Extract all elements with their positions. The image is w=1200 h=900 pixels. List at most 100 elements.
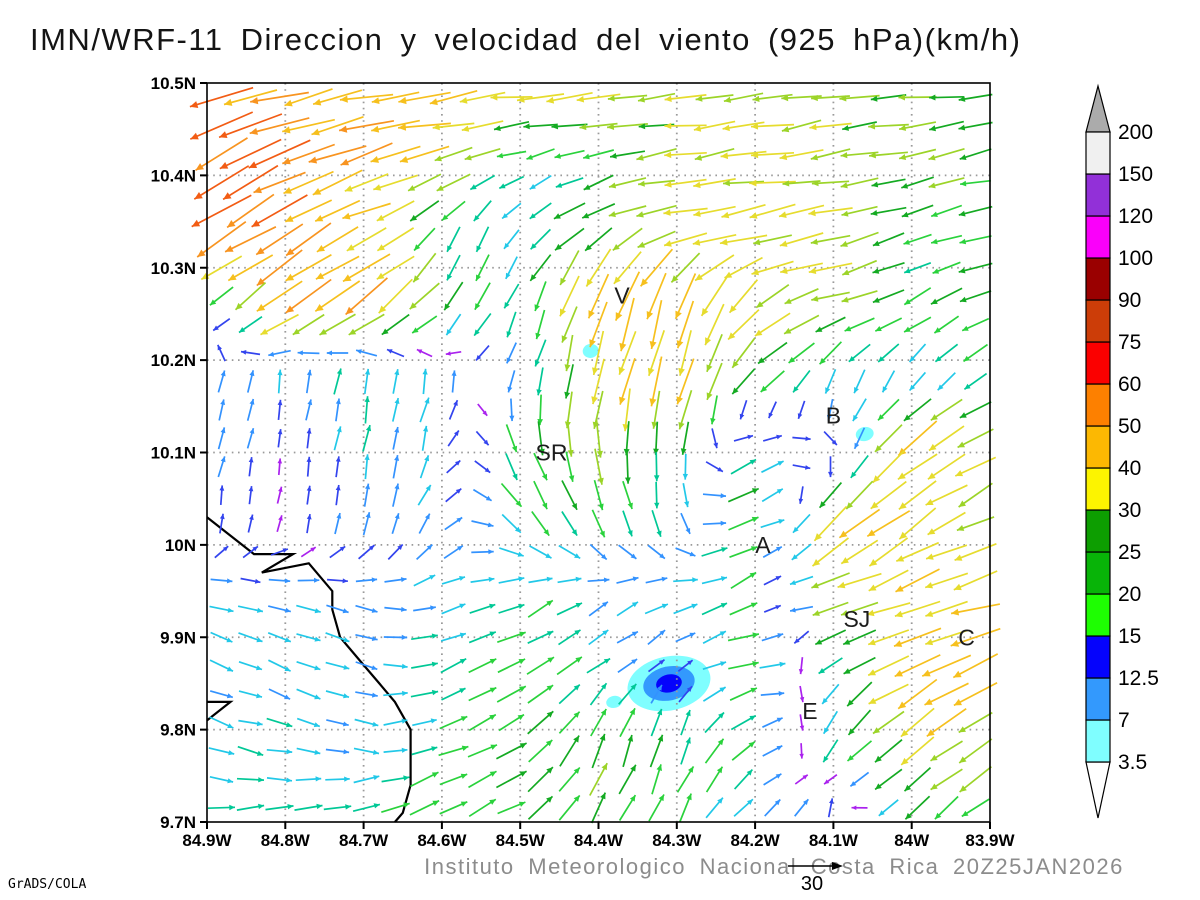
wind-arrow — [893, 627, 942, 647]
wind-arrow — [477, 403, 488, 417]
wind-arrow — [868, 123, 909, 130]
wind-arrow — [472, 488, 493, 502]
wind-arrow — [903, 233, 932, 245]
wind-arrow — [312, 89, 363, 106]
wind-arrow — [527, 630, 554, 644]
wind-arrow — [308, 145, 367, 164]
wind-arrow — [822, 710, 839, 735]
wind-arrow — [702, 661, 727, 671]
wind-arrow — [407, 173, 442, 192]
wind-arrow — [867, 655, 910, 677]
wind-arrow — [840, 231, 879, 247]
wind-arrow — [874, 424, 903, 453]
wind-arrow — [608, 177, 647, 189]
wind-arrow — [348, 313, 385, 336]
wind-arrow — [209, 286, 234, 306]
wind-arrow — [587, 577, 610, 583]
wind-arrow — [818, 482, 843, 509]
wind-arrow — [296, 633, 321, 642]
wind-arrow — [788, 342, 815, 364]
wind-arrow — [810, 148, 851, 161]
wind-arrow — [558, 544, 581, 560]
wind-arrow — [762, 745, 783, 757]
wind-arrow — [392, 369, 400, 394]
wind-arrow — [853, 369, 866, 394]
shaded-contour — [656, 674, 682, 693]
wind-arrow — [473, 312, 492, 337]
wind-arrow — [755, 284, 790, 309]
wind-arrow — [209, 690, 234, 699]
wind-arrow — [249, 117, 310, 135]
wind-arrow — [908, 371, 927, 392]
wind-arrow — [373, 174, 418, 191]
wind-arrow — [607, 94, 648, 102]
wind-arrow — [296, 660, 321, 671]
wind-arrow — [507, 370, 516, 393]
wind-arrow — [959, 766, 992, 793]
wind-arrow — [306, 428, 312, 449]
wind-arrow — [613, 251, 642, 285]
wind-arrow — [474, 460, 491, 474]
wind-arrow — [446, 254, 461, 281]
wind-arrow — [705, 797, 724, 819]
wind-arrow — [826, 398, 834, 421]
wind-arrow — [673, 603, 698, 615]
wind-arrow — [894, 600, 941, 618]
wind-arrow — [958, 262, 993, 274]
wind-arrow — [614, 271, 641, 321]
wind-arrow — [845, 480, 874, 510]
wind-arrow — [446, 226, 461, 253]
wind-arrow — [901, 176, 934, 189]
wind-arrow — [440, 658, 467, 674]
wind-arrow — [928, 425, 965, 452]
wind-arrow — [434, 146, 473, 162]
wind-arrow — [219, 138, 282, 170]
wind-arrow — [444, 516, 463, 531]
x-tick-label: 84.4W — [574, 831, 624, 850]
wind-arrow — [392, 483, 400, 507]
wind-arrow — [731, 337, 756, 369]
wind-arrow — [443, 544, 464, 560]
wind-arrow — [296, 747, 321, 755]
wind-arrow — [509, 398, 515, 422]
wind-arrow — [664, 94, 707, 102]
wind-arrow — [315, 255, 360, 280]
wind-arrow — [663, 207, 708, 216]
wind-arrow — [398, 122, 451, 131]
wind-arrow — [306, 513, 312, 534]
wind-arrow — [866, 510, 911, 538]
wind-arrow — [847, 709, 872, 736]
wind-arrow — [468, 686, 497, 702]
wind-arrow — [219, 485, 225, 505]
wind-arrow — [727, 487, 760, 503]
wind-arrow — [874, 768, 903, 791]
wind-arrow — [501, 202, 522, 220]
wind-arrow — [364, 396, 370, 424]
wind-arrow — [607, 123, 648, 130]
wind-arrow — [537, 394, 543, 426]
wind-arrow — [792, 369, 811, 393]
wind-arrow — [558, 794, 581, 821]
station-label-E: E — [802, 698, 817, 724]
wind-arrow — [728, 661, 759, 670]
wind-arrow — [730, 458, 757, 475]
wind-arrow — [210, 578, 233, 584]
wind-arrow — [958, 711, 993, 734]
wind-arrow — [842, 629, 877, 646]
wind-arrow — [523, 123, 558, 130]
wind-arrow — [370, 145, 421, 163]
wind-arrow — [338, 119, 395, 133]
wind-arrow — [534, 339, 547, 367]
wind-arrow — [386, 348, 405, 358]
wind-arrow — [296, 688, 321, 700]
wind-arrow — [839, 94, 880, 102]
wind-arrow — [590, 708, 607, 737]
wind-arrow — [622, 734, 634, 768]
wind-arrow — [529, 228, 552, 250]
colorbar-label: 40 — [1118, 457, 1141, 480]
wind-arrow — [581, 203, 616, 219]
wind-arrow — [342, 253, 391, 283]
wind-arrow — [782, 180, 821, 187]
colorbar-segment — [1085, 635, 1111, 679]
wind-arrow — [959, 401, 992, 419]
